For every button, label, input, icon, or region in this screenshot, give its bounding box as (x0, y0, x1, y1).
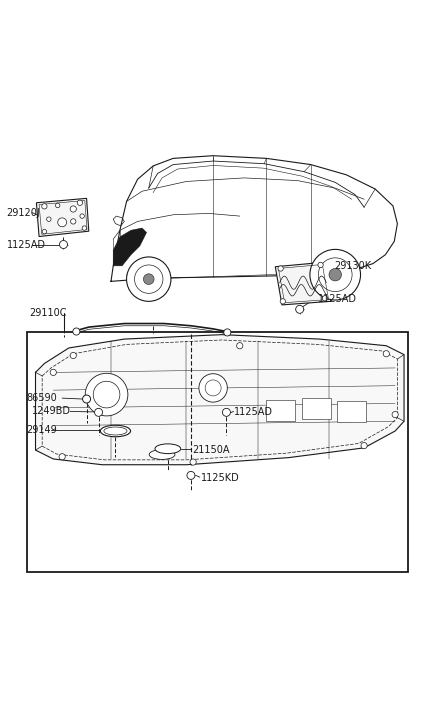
Ellipse shape (100, 425, 131, 437)
Circle shape (73, 328, 80, 335)
Circle shape (199, 374, 227, 402)
Circle shape (329, 268, 341, 281)
Polygon shape (36, 198, 89, 236)
Circle shape (56, 204, 60, 208)
Bar (27, 332, 408, 572)
Circle shape (280, 299, 285, 304)
Circle shape (296, 305, 304, 313)
Circle shape (127, 257, 171, 301)
Circle shape (361, 443, 367, 449)
Circle shape (237, 342, 243, 349)
Circle shape (187, 471, 195, 479)
Circle shape (383, 350, 389, 357)
Polygon shape (275, 262, 331, 305)
Circle shape (82, 226, 87, 230)
Text: 21150A: 21150A (192, 445, 229, 455)
Text: 1249BD: 1249BD (32, 406, 71, 417)
Polygon shape (111, 156, 397, 281)
Circle shape (83, 395, 91, 403)
Ellipse shape (155, 444, 181, 454)
Bar (266, 400, 295, 421)
Circle shape (71, 219, 76, 224)
Text: 29120J: 29120J (7, 207, 40, 217)
Circle shape (70, 206, 76, 212)
Circle shape (205, 380, 221, 396)
Circle shape (310, 249, 361, 300)
Text: 86590: 86590 (27, 393, 57, 403)
Circle shape (278, 266, 283, 271)
Circle shape (392, 411, 398, 418)
Polygon shape (113, 228, 147, 266)
Circle shape (47, 217, 51, 222)
Circle shape (85, 373, 128, 416)
Text: 1125AD: 1125AD (7, 239, 46, 249)
Circle shape (70, 353, 76, 358)
Circle shape (143, 274, 154, 284)
Circle shape (222, 409, 230, 417)
Circle shape (42, 230, 47, 234)
Text: 1125KD: 1125KD (201, 473, 239, 483)
Text: 29110C: 29110C (29, 308, 66, 318)
Text: 1125AD: 1125AD (317, 294, 357, 304)
Polygon shape (36, 334, 404, 465)
Circle shape (95, 409, 103, 417)
Circle shape (190, 459, 196, 465)
Circle shape (318, 258, 352, 292)
Circle shape (322, 296, 328, 301)
Bar (337, 401, 366, 422)
Circle shape (50, 369, 56, 375)
Circle shape (318, 262, 323, 268)
Circle shape (224, 329, 231, 336)
Circle shape (42, 204, 47, 209)
Ellipse shape (149, 449, 175, 459)
Circle shape (135, 265, 163, 294)
Text: 1125AD: 1125AD (234, 407, 274, 417)
Ellipse shape (104, 427, 127, 435)
Bar (302, 398, 331, 419)
Text: 29149: 29149 (27, 425, 57, 435)
Circle shape (59, 241, 67, 249)
Text: 29130K: 29130K (334, 261, 371, 271)
Circle shape (59, 454, 65, 460)
Circle shape (58, 218, 67, 227)
Circle shape (93, 381, 120, 408)
Circle shape (80, 214, 84, 218)
Circle shape (77, 200, 83, 206)
